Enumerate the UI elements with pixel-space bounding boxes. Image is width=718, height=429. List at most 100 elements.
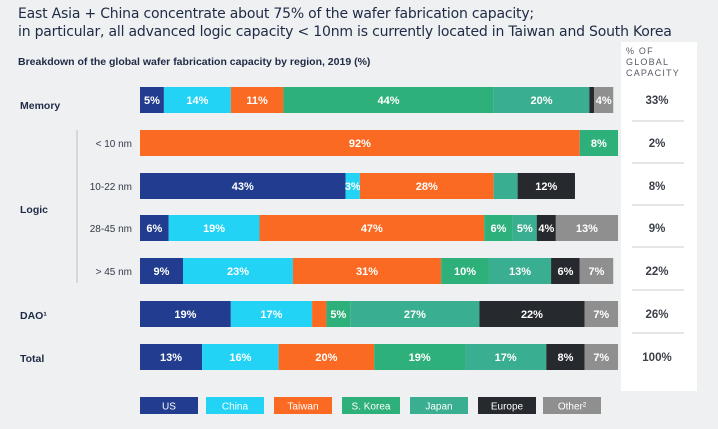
bar-segment-us bbox=[140, 258, 184, 284]
bar-segment-europe bbox=[517, 173, 575, 199]
bar-value-label: 23% bbox=[227, 266, 249, 278]
bar-segment-japan bbox=[488, 258, 552, 284]
bar-value-label: 8% bbox=[591, 138, 607, 150]
chart-title-line-1: East Asia + China concentrate about 75% … bbox=[18, 6, 534, 22]
bar-segment-taiwan bbox=[312, 301, 327, 327]
bar-value-label: 4% bbox=[596, 95, 612, 107]
legend-label: Europe bbox=[491, 402, 524, 413]
row-sublabel: > 45 nm bbox=[96, 267, 132, 278]
bar-value-label: 7% bbox=[593, 352, 609, 364]
legend-swatch-taiwan bbox=[274, 397, 332, 414]
bar-segment-europe bbox=[551, 258, 580, 284]
bar-segment-japan bbox=[493, 173, 518, 199]
bar-value-label: 17% bbox=[260, 309, 282, 321]
bar-value-label: 31% bbox=[356, 266, 378, 278]
group-label-logic: Logic bbox=[20, 204, 48, 216]
bar-value-label: 92% bbox=[349, 138, 371, 150]
bar-value-label: 20% bbox=[531, 95, 553, 107]
share-value: 26% bbox=[645, 309, 668, 321]
group-label-memory: Memory bbox=[20, 100, 60, 112]
bar-segment-europe bbox=[589, 87, 595, 113]
bar-value-label: 19% bbox=[174, 309, 196, 321]
bar-segment-europe bbox=[479, 301, 585, 327]
bar-value-label: 28% bbox=[416, 181, 438, 193]
bar-value-label: 27% bbox=[404, 309, 426, 321]
bar-segment-china bbox=[163, 87, 231, 113]
bar-segment-china bbox=[183, 258, 293, 284]
bar-segment-taiwan bbox=[230, 87, 284, 113]
bar-segment-us bbox=[140, 301, 231, 327]
bar-value-label: 12% bbox=[535, 181, 557, 193]
bar-segment-taiwan bbox=[259, 215, 485, 241]
legend-label: S. Korea bbox=[352, 402, 391, 413]
bar-value-label: 7% bbox=[593, 309, 609, 321]
share-value: 22% bbox=[645, 266, 668, 278]
bar-value-label: 6% bbox=[557, 266, 573, 278]
bar-segment-us bbox=[140, 344, 203, 370]
share-value: 100% bbox=[642, 352, 671, 364]
bar-value-label: 9% bbox=[154, 266, 170, 278]
legend-swatch-other- bbox=[543, 397, 601, 414]
bar-segment-s-korea bbox=[441, 258, 489, 284]
bar-value-label: 5% bbox=[517, 223, 533, 235]
bar-segment-other- bbox=[594, 87, 614, 113]
row-sublabel: < 10 nm bbox=[96, 139, 132, 150]
legend-label: Taiwan bbox=[287, 402, 318, 413]
bar-segment-s-korea bbox=[283, 87, 494, 113]
bar-segment-taiwan bbox=[359, 173, 494, 199]
bar-value-label: 19% bbox=[203, 223, 225, 235]
bar-value-label: 44% bbox=[378, 95, 400, 107]
legend-label: Other² bbox=[558, 402, 587, 413]
bar-segment-china bbox=[202, 344, 279, 370]
bar-value-label: 14% bbox=[186, 95, 208, 107]
bar-value-label: 19% bbox=[409, 352, 431, 364]
bar-segment-us bbox=[140, 215, 169, 241]
share-value: 8% bbox=[649, 181, 666, 193]
share-value: 33% bbox=[645, 95, 668, 107]
bar-value-label: 4% bbox=[538, 223, 554, 235]
share-value: 9% bbox=[649, 223, 666, 235]
bar-segment-japan bbox=[350, 301, 480, 327]
row-sublabel: 10-22 nm bbox=[90, 182, 132, 193]
bar-value-label: 7% bbox=[589, 266, 605, 278]
bar-value-label: 17% bbox=[495, 352, 517, 364]
bar-segment-other- bbox=[584, 344, 618, 370]
bar-value-label: 22% bbox=[521, 309, 543, 321]
group-label-dao: DAO¹ bbox=[20, 310, 47, 322]
legend-swatch-us bbox=[140, 397, 198, 414]
bar-segment-europe bbox=[546, 344, 585, 370]
share-value: 2% bbox=[649, 138, 666, 150]
group-label-total: Total bbox=[20, 353, 44, 365]
bar-value-label: 13% bbox=[576, 223, 598, 235]
bar-value-label: 5% bbox=[330, 309, 346, 321]
legend-swatch-europe bbox=[478, 397, 536, 414]
bar-segment-other- bbox=[555, 215, 618, 241]
row-sublabel: 28-45 nm bbox=[90, 224, 132, 235]
bar-segment-taiwan bbox=[292, 258, 442, 284]
chart-subtitle: Breakdown of the global wafer fabricatio… bbox=[18, 56, 371, 68]
bar-value-label: 3% bbox=[345, 181, 361, 193]
bar-segment-china bbox=[168, 215, 260, 241]
legend-label: China bbox=[222, 402, 249, 413]
bar-value-label: 11% bbox=[246, 95, 268, 107]
bar-segment-china bbox=[230, 301, 313, 327]
legend-swatch-s-korea bbox=[342, 397, 400, 414]
bar-value-label: 16% bbox=[229, 352, 251, 364]
bar-segment-s-korea bbox=[374, 344, 466, 370]
chart-title-line-2: in particular, all advanced logic capaci… bbox=[18, 24, 672, 40]
bar-value-label: 6% bbox=[491, 223, 507, 235]
bar-segment-europe bbox=[536, 215, 556, 241]
bar-segment-other- bbox=[584, 301, 618, 327]
bar-value-label: 20% bbox=[315, 352, 337, 364]
bar-segment-s-korea bbox=[326, 301, 351, 327]
bar-segment-taiwan bbox=[140, 130, 580, 156]
bar-value-label: 8% bbox=[557, 352, 573, 364]
share-column-header: % OF GLOBAL CAPACITY bbox=[626, 46, 680, 78]
bar-segment-s-korea bbox=[484, 215, 513, 241]
bar-segment-japan bbox=[465, 344, 547, 370]
bar-segment-other- bbox=[579, 258, 614, 284]
legend-label: Japan bbox=[425, 402, 452, 413]
bar-segment-japan bbox=[493, 87, 590, 113]
bar-value-label: 47% bbox=[361, 223, 383, 235]
